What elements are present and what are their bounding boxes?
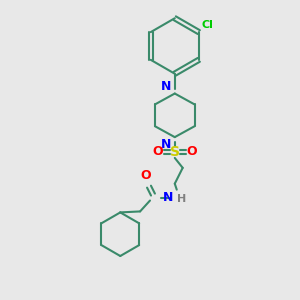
Text: O: O [153, 146, 163, 158]
Text: N: N [160, 138, 171, 151]
Text: Cl: Cl [202, 20, 214, 30]
Text: N: N [162, 191, 173, 204]
Text: S: S [170, 145, 180, 159]
Text: N: N [160, 80, 171, 92]
Text: H: H [177, 194, 186, 203]
Text: O: O [186, 146, 197, 158]
Text: O: O [141, 169, 151, 182]
